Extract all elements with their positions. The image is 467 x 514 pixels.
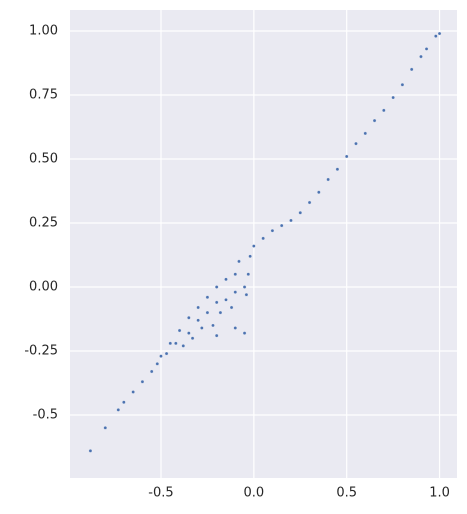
point: [437, 31, 442, 36]
point: [279, 223, 284, 228]
point: [88, 449, 93, 453]
y-tick-label: 0.50: [29, 152, 58, 167]
point: [434, 34, 438, 38]
point: [424, 47, 429, 51]
point: [205, 295, 210, 300]
point: [181, 344, 186, 348]
point: [196, 305, 200, 310]
y-tick-label: 0.75: [29, 87, 58, 102]
point: [246, 272, 251, 276]
point: [214, 285, 219, 289]
point: [200, 326, 204, 330]
point: [224, 298, 228, 302]
point: [149, 369, 154, 374]
x-tick-label: 1.0: [429, 486, 450, 501]
point: [190, 336, 195, 340]
point: [335, 167, 340, 171]
point: [252, 244, 256, 248]
point: [214, 333, 219, 338]
point: [242, 285, 247, 289]
point: [326, 177, 330, 182]
plot-area: [70, 10, 457, 478]
point: [242, 331, 247, 335]
point: [270, 228, 275, 233]
point: [248, 254, 252, 259]
y-tick-label: -0.5: [33, 408, 58, 423]
point: [344, 154, 349, 159]
y-tick-label: -0.25: [24, 344, 58, 359]
x-tick-label: 0.5: [336, 486, 357, 501]
point: [307, 200, 312, 205]
point: [218, 310, 223, 315]
point: [140, 379, 145, 384]
point: [261, 236, 265, 241]
point: [224, 277, 228, 282]
point: [419, 54, 423, 59]
point: [317, 190, 321, 195]
point: [391, 95, 395, 100]
point: [164, 351, 169, 356]
point: [298, 211, 303, 215]
point: [372, 118, 377, 123]
point: [177, 328, 182, 333]
point: [187, 315, 191, 320]
point: [354, 141, 358, 146]
point: [122, 400, 126, 404]
point: [400, 83, 405, 87]
point: [237, 259, 241, 264]
point: [244, 292, 249, 297]
y-tick-label: 1.00: [29, 23, 58, 38]
point: [229, 305, 234, 310]
point: [116, 408, 121, 412]
point: [196, 318, 200, 323]
point: [409, 67, 414, 72]
point: [174, 341, 178, 346]
point: [168, 341, 173, 346]
point: [382, 108, 386, 113]
y-tick-label: 0.00: [29, 280, 58, 295]
point: [187, 331, 191, 335]
point: [289, 218, 293, 223]
point: [205, 310, 210, 315]
point: [159, 354, 163, 358]
point: [233, 326, 238, 330]
point: [214, 300, 219, 305]
x-tick-label: 0.0: [243, 486, 264, 501]
point: [155, 362, 160, 366]
point: [103, 426, 108, 430]
point: [211, 323, 215, 328]
x-tick-label: -0.5: [148, 486, 173, 501]
point: [233, 290, 238, 294]
point: [131, 390, 135, 394]
point: [363, 131, 368, 136]
y-tick-label: 0.25: [29, 216, 58, 231]
point: [233, 272, 238, 276]
